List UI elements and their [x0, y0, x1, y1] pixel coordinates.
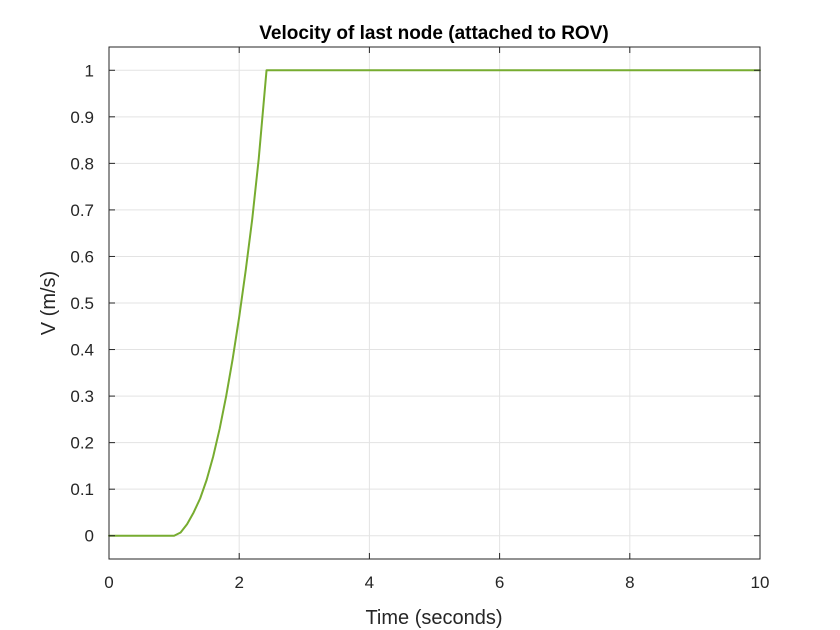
y-tick-label: 0 — [85, 527, 94, 546]
y-tick-label: 0.9 — [70, 108, 94, 127]
x-tick-label: 2 — [234, 573, 243, 592]
y-tick-label: 0.2 — [70, 434, 94, 453]
grid — [108, 47, 761, 559]
x-tick-label: 4 — [365, 573, 374, 592]
x-tick-label: 0 — [104, 573, 113, 592]
x-tick-label: 10 — [751, 573, 770, 592]
y-tick-label: 0.7 — [70, 201, 94, 220]
y-tick-label: 0.6 — [70, 247, 94, 266]
y-tick-label: 0.8 — [70, 154, 94, 173]
tick-labels: 0 2 4 6 8 10 0 0.1 0.2 0.3 0.4 0.5 0.6 0.7 0.8 0.9 1 — [70, 61, 769, 592]
y-tick-label: 1 — [85, 61, 94, 80]
series-line — [108, 69, 761, 537]
series-layer — [108, 69, 761, 537]
chart-title: Velocity of last node (attached to ROV) — [259, 23, 608, 44]
x-tick-label: 6 — [495, 573, 504, 592]
y-tick-label: 0.5 — [70, 294, 94, 313]
y-axis-label: V (m/s) — [38, 271, 60, 335]
ticks — [108, 47, 761, 559]
x-tick-label: 8 — [625, 573, 634, 592]
y-tick-label: 0.4 — [70, 341, 94, 360]
x-axis-label: Time (seconds) — [365, 607, 502, 629]
y-tick-label: 0.1 — [70, 480, 94, 499]
y-tick-label: 0.3 — [70, 387, 94, 406]
